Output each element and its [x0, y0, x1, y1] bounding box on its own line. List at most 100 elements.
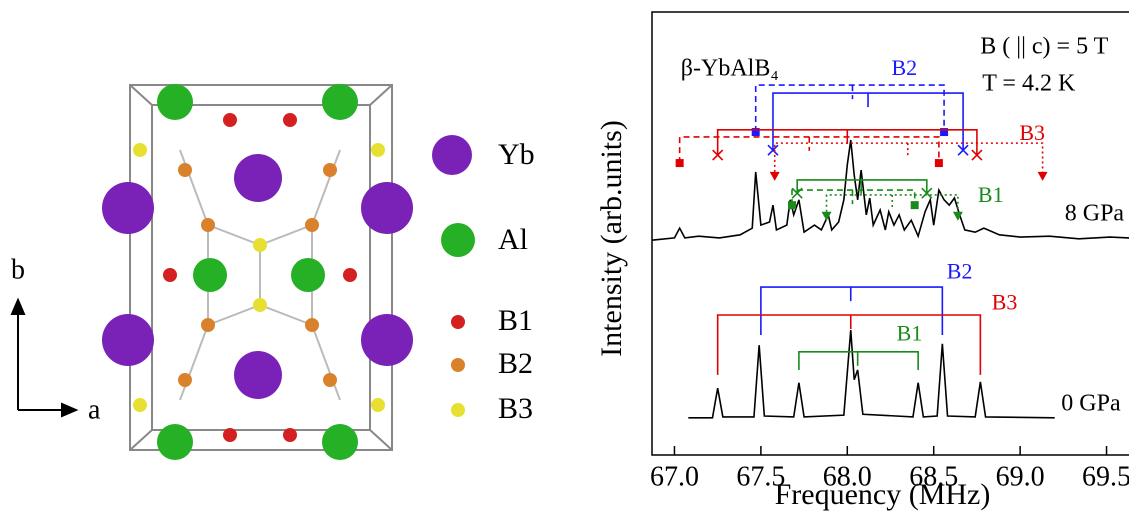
yb-atom [361, 314, 413, 366]
al-atom [157, 424, 193, 460]
al-atom [193, 258, 227, 292]
legend-label: Al [498, 223, 528, 256]
b3-atom [253, 238, 267, 252]
b1-atom [283, 428, 297, 442]
marker-triangle [769, 171, 780, 181]
marker-cross [767, 144, 779, 156]
site-label: B2 [947, 258, 973, 283]
x-tick-label: 68.5 [909, 461, 958, 492]
yb-atom [361, 182, 413, 234]
x-tick-label: 67.0 [650, 461, 699, 492]
marker-triangle [1037, 171, 1048, 181]
site-label: B3 [992, 289, 1018, 314]
b2-atom [201, 218, 215, 232]
al-atom [291, 258, 325, 292]
yb-atom [102, 182, 154, 234]
y-axis-title: Intensity (arb.units) [595, 120, 628, 357]
yb-atom [234, 351, 282, 399]
cell-inner [151, 104, 371, 431]
nmr-plot: 67.0 67.5 68.0 68.5 69.0 69.5 Frequency (MHz) I… [595, 11, 1129, 511]
legend-swatch [451, 358, 465, 372]
b2-atom [178, 373, 192, 387]
cell-edge [129, 429, 153, 451]
al-atom [322, 424, 358, 460]
marker-square [934, 159, 943, 168]
b2-atom [323, 163, 337, 177]
axis-label: a [88, 394, 101, 425]
marker-cross [921, 187, 933, 199]
x-axis-title: Frequency (MHz) [775, 478, 991, 511]
site-label: B2 [891, 55, 917, 80]
cell-edge [129, 84, 153, 106]
atoms [102, 84, 413, 460]
b1-atom [163, 268, 177, 282]
site-label: B3 [1019, 120, 1045, 145]
legend-label: B2 [498, 347, 533, 380]
unit-cell [129, 84, 393, 451]
marker-square [940, 128, 949, 137]
marker-triangle [821, 211, 832, 221]
spectrum-line [651, 139, 1129, 241]
b2-atom [201, 318, 215, 332]
al-atom [157, 84, 193, 120]
b3-atom [253, 298, 267, 312]
b1-atom [283, 113, 297, 127]
legend-label: B3 [498, 392, 533, 425]
bracket [798, 350, 919, 370]
annotation: 0 GPa [1061, 390, 1121, 416]
lattice-axes: b a [10, 254, 101, 425]
legend-label: Yb [498, 138, 535, 171]
marker-square [751, 128, 760, 137]
marker-square [787, 201, 796, 210]
annotation: T = 4.2 K [982, 71, 1076, 97]
b3-atom [133, 143, 147, 157]
annotation: 8 GPa [1065, 200, 1125, 226]
b2-atom [323, 373, 337, 387]
b3-atom [133, 398, 147, 412]
x-tick-label: 68.0 [823, 461, 872, 492]
legend-swatch [432, 135, 472, 175]
marker-cross [957, 144, 969, 156]
cell-outer [129, 84, 393, 451]
site-label: B1 [897, 320, 923, 345]
b2-atom [178, 163, 192, 177]
yb-atom [102, 314, 154, 366]
legend-swatch [441, 223, 475, 257]
marker-square [675, 159, 684, 168]
cell-edge [369, 429, 393, 451]
marker-cross [971, 149, 983, 161]
b2-atom [305, 218, 319, 232]
axis-label: b [11, 254, 25, 285]
cell-edge [369, 84, 393, 106]
legend-swatch [451, 315, 465, 329]
bracket [716, 314, 982, 375]
spectrum-line [688, 330, 1055, 419]
b1-atom [343, 268, 357, 282]
b1-atom [223, 428, 237, 442]
crystal-structure: Yb Al B1 B2 B3 b a [10, 84, 535, 460]
annotation: β-YbAlB₄ [681, 56, 779, 82]
arrowhead [10, 297, 26, 315]
bracket [754, 84, 945, 133]
marker-square [910, 201, 919, 210]
legend-label: B1 [498, 304, 533, 337]
bracket [760, 286, 944, 335]
b3-atom [371, 398, 385, 412]
x-tick-label: 69.5 [1082, 461, 1129, 492]
x-tick-label: 69.0 [996, 461, 1045, 492]
axis-frame [651, 11, 1129, 456]
marker-cross [712, 149, 724, 161]
arrowhead [61, 402, 79, 418]
bracket [796, 179, 928, 194]
bracket [773, 142, 1044, 172]
bracket [791, 189, 916, 206]
b2-atom [305, 318, 319, 332]
b3-atom [371, 143, 385, 157]
x-tick-label: 67.5 [736, 461, 785, 492]
b1-atom [223, 113, 237, 127]
annotation: B ( || c) = 5 T [980, 33, 1108, 59]
site-label: B1 [978, 182, 1004, 207]
legend-swatch [451, 403, 465, 417]
structure-legend: Yb Al B1 B2 B3 [432, 135, 535, 425]
